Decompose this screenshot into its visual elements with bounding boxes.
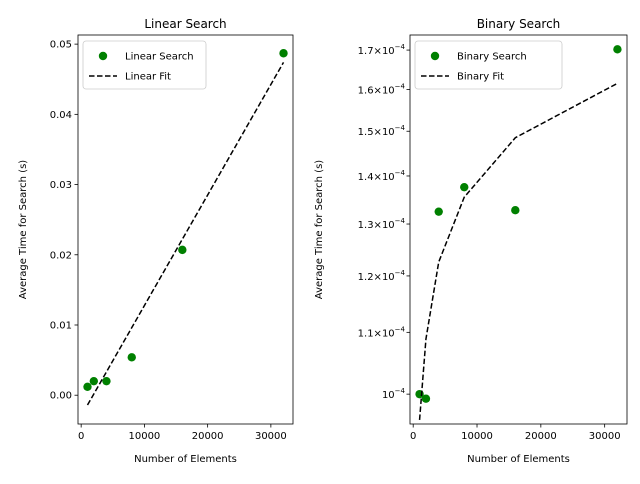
y-tick-exponent: −4	[395, 169, 406, 177]
x-tick-label: 30000	[255, 431, 287, 442]
y-tick-label: 1.1×10−4	[358, 325, 406, 339]
y-tick-label: 1.7×10−4	[358, 43, 406, 57]
x-tick-label: 30000	[589, 431, 621, 442]
x-tick-label: 0	[78, 431, 84, 442]
y-tick-mantissa: 1.3×10	[358, 220, 395, 231]
y-tick-label: 1.2×10−4	[358, 269, 406, 283]
chart-panel-1: Linear Search 0 10000 20000 30000 0.00 0.01 0.0…	[18, 17, 294, 465]
y-tick-mantissa: 1.5×10	[358, 127, 395, 138]
y-tick-mantissa: 10	[382, 390, 395, 401]
data-point	[89, 376, 99, 386]
axes-frame	[409, 34, 628, 425]
y-axis-label: Average Time for Search (s)	[314, 160, 325, 299]
x-tick-label: 20000	[192, 431, 224, 442]
y-tick-label: 0.04	[50, 110, 72, 121]
legend-label: Binary Search	[457, 52, 527, 63]
legend: Linear Search Linear Fit	[82, 40, 207, 90]
y-tick-label: 0.00	[50, 391, 72, 402]
legend-marker-swatch	[430, 51, 440, 61]
data-point	[511, 206, 520, 215]
y-tick-mantissa: 1.1×10	[358, 328, 395, 339]
legend-box	[82, 40, 207, 90]
y-tick-exponent: −4	[395, 325, 406, 333]
y-tick-label: 1.5×10−4	[358, 124, 406, 138]
y-tick-mantissa: 1.4×10	[358, 172, 395, 183]
legend-label: Binary Fit	[457, 72, 504, 83]
legend-marker-swatch	[98, 51, 108, 61]
y-tick-exponent: −4	[395, 124, 406, 132]
y-tick-mantissa: 1.2×10	[358, 272, 395, 283]
y-tick-label: 0.01	[50, 320, 72, 331]
y-tick-mantissa: 1.6×10	[358, 85, 395, 96]
data-point	[127, 353, 136, 362]
y-tick-exponent: −4	[395, 82, 406, 90]
data-point	[279, 49, 288, 58]
data-point	[434, 207, 443, 216]
data-point	[178, 245, 187, 255]
x-tick-label: 10000	[461, 431, 493, 442]
data-point	[613, 45, 622, 54]
x-axis-label: Number of Elements	[467, 454, 570, 465]
axes-frame	[77, 34, 294, 425]
plot-area	[83, 49, 288, 406]
y-tick-label: 10−4	[382, 387, 406, 401]
y-tick-label: 0.03	[50, 180, 72, 191]
y-tick-label: 1.3×10−4	[358, 217, 406, 231]
y-axis-label: Average Time for Search (s)	[18, 160, 29, 299]
data-point	[102, 376, 111, 386]
x-axis-label: Number of Elements	[134, 454, 237, 465]
x-tick-label: 0	[410, 431, 416, 442]
legend-label: Linear Fit	[125, 72, 171, 83]
y-tick-label: 0.02	[50, 250, 72, 261]
fit-line	[418, 82, 618, 420]
y-tick-label: 1.4×10−4	[358, 169, 406, 183]
legend: Binary Search Binary Fit	[414, 40, 563, 90]
y-tick-label: 1.6×10−4	[358, 82, 406, 96]
x-tick-label: 20000	[525, 431, 557, 442]
y-tick-label: 0.05	[50, 40, 72, 51]
legend-label: Linear Search	[125, 52, 194, 63]
data-point	[421, 394, 431, 403]
y-tick-exponent: −4	[395, 269, 406, 277]
y-tick-exponent: −4	[395, 43, 406, 51]
chart-title: Binary Search	[477, 17, 561, 31]
y-tick-exponent: −4	[395, 387, 406, 395]
y-tick-exponent: −4	[395, 217, 406, 225]
data-point	[83, 382, 92, 391]
legend-box	[414, 40, 563, 90]
fit-line	[86, 62, 285, 406]
x-tick-label: 10000	[128, 431, 160, 442]
chart-title: Linear Search	[144, 17, 226, 31]
plot-area	[415, 45, 622, 420]
data-point	[460, 182, 469, 192]
y-tick-mantissa: 1.7×10	[358, 46, 395, 57]
